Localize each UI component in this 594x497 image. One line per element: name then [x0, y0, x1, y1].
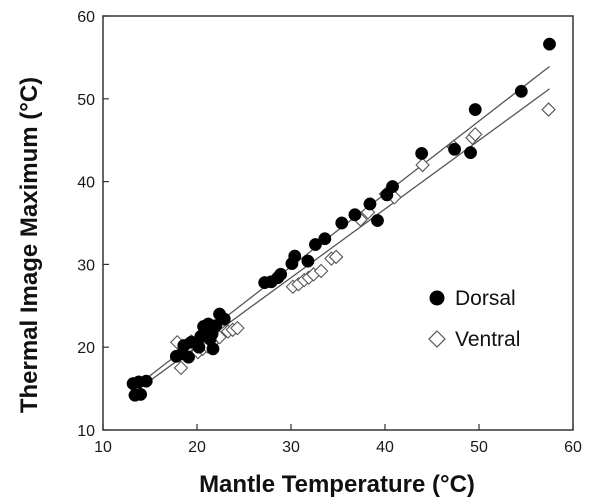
y-tick-label-3: 40	[77, 175, 95, 192]
y-tick-label-4: 50	[77, 92, 95, 109]
ventral-point-17	[313, 263, 329, 279]
ventral-point-1	[173, 360, 189, 376]
dorsal-point-19	[217, 312, 231, 326]
dorsal-point-40	[543, 37, 556, 51]
dorsal-point-26	[301, 254, 315, 268]
x-tick-label-0: 10	[94, 439, 112, 456]
dorsal-point-4	[139, 374, 153, 388]
plot-frame	[102, 15, 574, 431]
y-tick-label-1: 20	[77, 340, 95, 357]
y-tick-label-2: 30	[77, 257, 95, 274]
x-tick-label-1: 20	[188, 439, 206, 456]
dorsal-point-27	[308, 238, 322, 251]
dorsal-point-36	[448, 142, 462, 156]
legend-marker-ventral	[428, 330, 446, 348]
dorsal-point-31	[363, 197, 377, 211]
legend-marker-dorsal	[429, 290, 445, 306]
x-axis-title: Mantle Temperature (°C)	[199, 471, 475, 497]
ventral-point-11	[230, 320, 245, 336]
y-tick-label-5: 60	[77, 9, 95, 26]
x-tick-label-3: 40	[376, 439, 394, 456]
ventral-point-19	[328, 249, 344, 265]
dorsal-point-8	[182, 350, 195, 364]
legend-label-dorsal: Dorsal	[455, 287, 516, 310]
x-tick-label-5: 60	[564, 439, 582, 456]
x-tick-label-4: 50	[470, 439, 488, 456]
dorsal-point-29	[335, 216, 349, 230]
ventral-point-27	[467, 127, 483, 142]
dorsal-point-3	[134, 387, 148, 401]
legend-label-ventral: Ventral	[455, 328, 520, 351]
dorsal-point-37	[464, 146, 477, 160]
legend: Dorsal Ventral	[428, 287, 520, 351]
dorsal-point-35	[415, 146, 429, 160]
dorsal-point-38	[468, 103, 482, 117]
dorsal-point-23	[274, 267, 288, 281]
dorsal-point-30	[348, 208, 362, 222]
ventral-point-24	[415, 157, 430, 173]
ventral-point-28	[541, 102, 556, 117]
dorsal-point-34	[386, 180, 399, 194]
plot-area	[126, 37, 556, 402]
dorsal-point-10	[192, 340, 206, 354]
axes: 10 20 30 40 50 60 10 20 30 40 50 60	[77, 9, 582, 456]
dorsal-point-39	[514, 84, 528, 98]
dorsal-point-25	[288, 249, 302, 263]
dorsal-point-32	[371, 214, 384, 227]
dorsal-point-28	[318, 232, 332, 246]
y-tick-label-0: 10	[77, 423, 95, 440]
dorsal-point-16	[206, 342, 220, 356]
y-axis-title: Thermal Image Maximum (°C)	[16, 77, 43, 413]
x-tick-label-2: 30	[282, 439, 300, 456]
